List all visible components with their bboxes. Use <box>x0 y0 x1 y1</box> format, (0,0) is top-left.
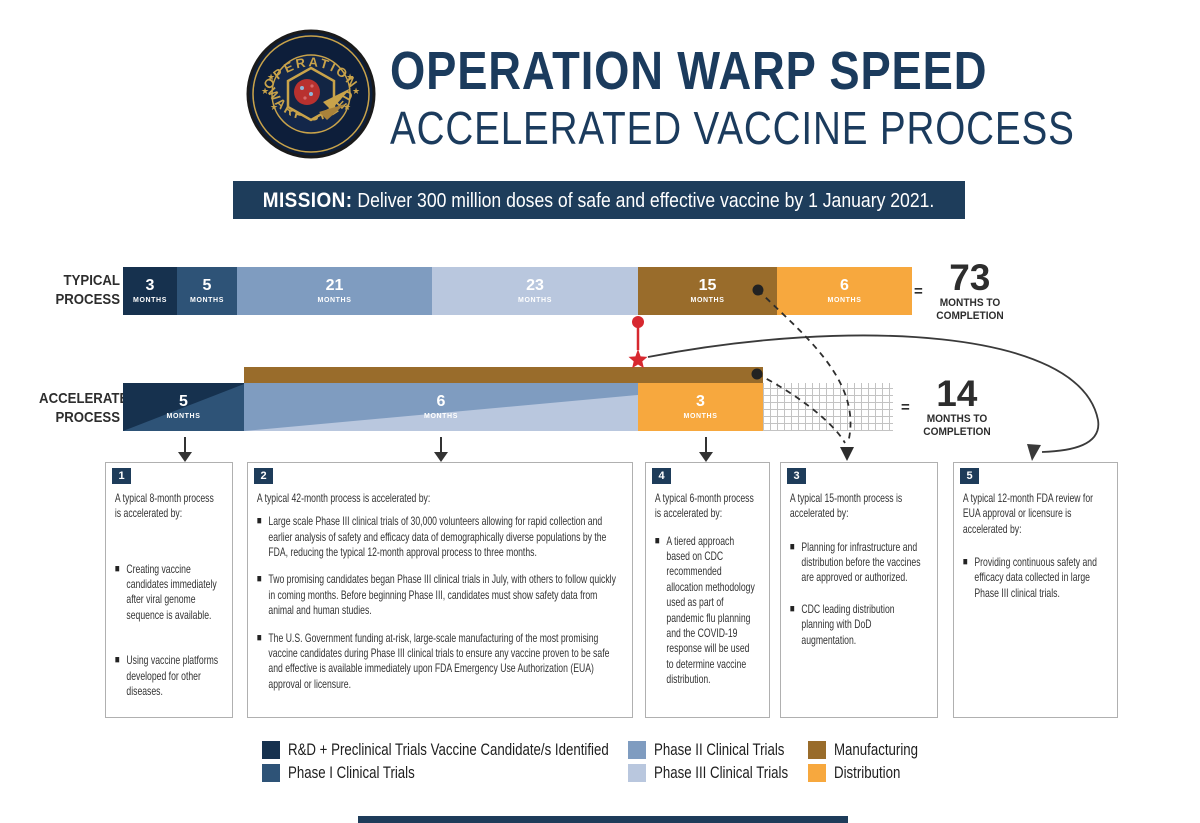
legend-item-phase1: Phase I Clinical Trials <box>262 763 451 783</box>
typical-seg-phase3: 23 MONTHS <box>432 267 638 315</box>
note-bullet: Planning for infrastructure and distribu… <box>790 540 927 586</box>
typical-seg-distribution: 6 MONTHS <box>777 267 912 315</box>
legend-item-phase2: Phase II Clinical Trials <box>628 740 821 760</box>
note-bullet: Two promising candidates began Phase III… <box>257 572 622 618</box>
mission-banner: MISSION: Deliver 300 million doses of sa… <box>233 181 965 219</box>
red-pin-marker-icon <box>628 316 648 369</box>
typical-seg-phase1: 5 MONTHS <box>177 267 237 315</box>
accelerated-seg-phase2-phase3: 6 MONTHS <box>244 383 638 431</box>
note-intro-4: A typical 6-month process is accelerated… <box>654 491 754 521</box>
page-title: OPERATION WARP SPEED <box>390 41 988 101</box>
note-badge-5: 5 <box>960 468 979 484</box>
mission-label: MISSION: <box>263 187 353 212</box>
typical-process-label: TYPICAL PROCESS <box>55 272 120 308</box>
note-bullet: A tiered approach based on CDC recommend… <box>655 534 759 688</box>
operation-warp-speed-seal-icon: OPERATION WARP SPEED ★★ ★★ ★★ <box>246 29 376 159</box>
seal-wing-lower-icon <box>319 104 345 120</box>
note-bullets-4: A tiered approach based on CDC recommend… <box>655 534 759 688</box>
note-bullet: Providing continuous safety and efficacy… <box>963 555 1107 601</box>
typical-seg-phase2: 21 MONTHS <box>237 267 432 315</box>
note-badge-2: 2 <box>254 468 273 484</box>
legend-item-rd-preclinical: R&D + Preclinical Trials Vaccine Candida… <box>262 740 699 760</box>
note-bullets-1: Creating vaccine candidates immediately … <box>115 562 222 700</box>
note-bullet: Using vaccine platforms developed for ot… <box>115 653 222 699</box>
accelerated-process-bar: 5 MONTHS 6 MONTHS 3 MONTHS <box>123 383 763 431</box>
note-bullet: CDC leading distribution planning with D… <box>790 602 927 648</box>
typical-seg-rd-preclinical: 3 MONTHS <box>123 267 177 315</box>
legend-item-phase3: Phase III Clinical Trials <box>628 763 826 783</box>
accelerated-total-months: 14 <box>936 372 978 414</box>
accelerated-seg-distribution: 3 MONTHS <box>638 383 763 431</box>
svg-text:★: ★ <box>270 102 278 112</box>
note-bullets-5: Providing continuous safety and efficacy… <box>963 555 1107 601</box>
accelerated-manufacturing-strip <box>244 367 763 383</box>
legend-item-manufacturing: Manufacturing <box>808 740 942 760</box>
accelerated-seg-rd-phase1: 5 MONTHS <box>123 383 244 431</box>
note-bullet: The U.S. Government funding at-risk, lar… <box>257 631 622 692</box>
legend-swatch-orange <box>808 764 826 782</box>
seal-virus-icon <box>294 79 320 105</box>
svg-text:★: ★ <box>267 72 275 82</box>
footer-bar <box>358 816 848 823</box>
note-intro-3: A typical 15-month process is accelerate… <box>789 491 903 521</box>
legend-swatch-steel <box>628 741 646 759</box>
legend-swatch-brown <box>808 741 826 759</box>
note-badge-3: 3 <box>787 468 806 484</box>
svg-text:★: ★ <box>343 102 351 112</box>
seal-stars-icon: ★★ ★★ ★ ★ <box>261 72 360 112</box>
note-intro-5: A typical 12-month FDA review for EUA ap… <box>962 491 1094 536</box>
note-box-5: 5 A typical 12-month FDA review for EUA … <box>953 462 1118 718</box>
legend-swatch-blue <box>262 764 280 782</box>
note-box-2: 2 A typical 42-month process is accelera… <box>247 462 633 718</box>
note-badge-4: 4 <box>652 468 671 484</box>
note-badge-1: 1 <box>112 468 131 484</box>
note-bullets-3: Planning for infrastructure and distribu… <box>790 540 927 648</box>
legend-item-distribution: Distribution <box>808 763 919 783</box>
seal-wing-icon <box>323 88 351 110</box>
note-bullets-2: Large scale Phase III clinical trials of… <box>257 514 622 692</box>
typical-seg-manufacturing: 15 MONTHS <box>638 267 777 315</box>
typical-total: = 73 MONTHS TO COMPLETION <box>914 256 1004 322</box>
note-box-4: 4 A typical 6-month process is accelerat… <box>645 462 770 718</box>
page-subtitle: ACCELERATED VACCINE PROCESS <box>390 102 1075 154</box>
typical-process-bar: 3 MONTHS 5 MONTHS 21 MONTHS 23 MONTHS 15 MONT… <box>123 267 912 315</box>
svg-text:★: ★ <box>352 86 360 96</box>
note-bullet: Creating vaccine candidates immediately … <box>115 562 222 623</box>
note-intro-1: A typical 8-month process is accelerated… <box>114 491 214 521</box>
note-box-3: 3 A typical 15-month process is accelera… <box>780 462 938 718</box>
note-box-1: 1 A typical 8-month process is accelerat… <box>105 462 233 718</box>
note3-arrowhead-icon <box>840 447 854 461</box>
svg-text:★: ★ <box>346 72 354 82</box>
legend-swatch-navy <box>262 741 280 759</box>
svg-text:★: ★ <box>261 86 269 96</box>
accelerated-total: = 14 MONTHS TO COMPLETION <box>901 372 991 438</box>
down-arrows-to-notes <box>178 437 713 462</box>
typical-total-months: 73 <box>949 256 991 298</box>
note-intro-2: A typical 42-month process is accelerate… <box>256 491 431 505</box>
legend-swatch-light <box>628 764 646 782</box>
note-bullet: Large scale Phase III clinical trials of… <box>257 514 622 560</box>
mission-text: Deliver 300 million doses of safe and ef… <box>357 189 935 212</box>
accelerated-process-label: ACCELERATED PROCESS <box>39 390 138 426</box>
remaining-time-grid <box>763 383 893 431</box>
